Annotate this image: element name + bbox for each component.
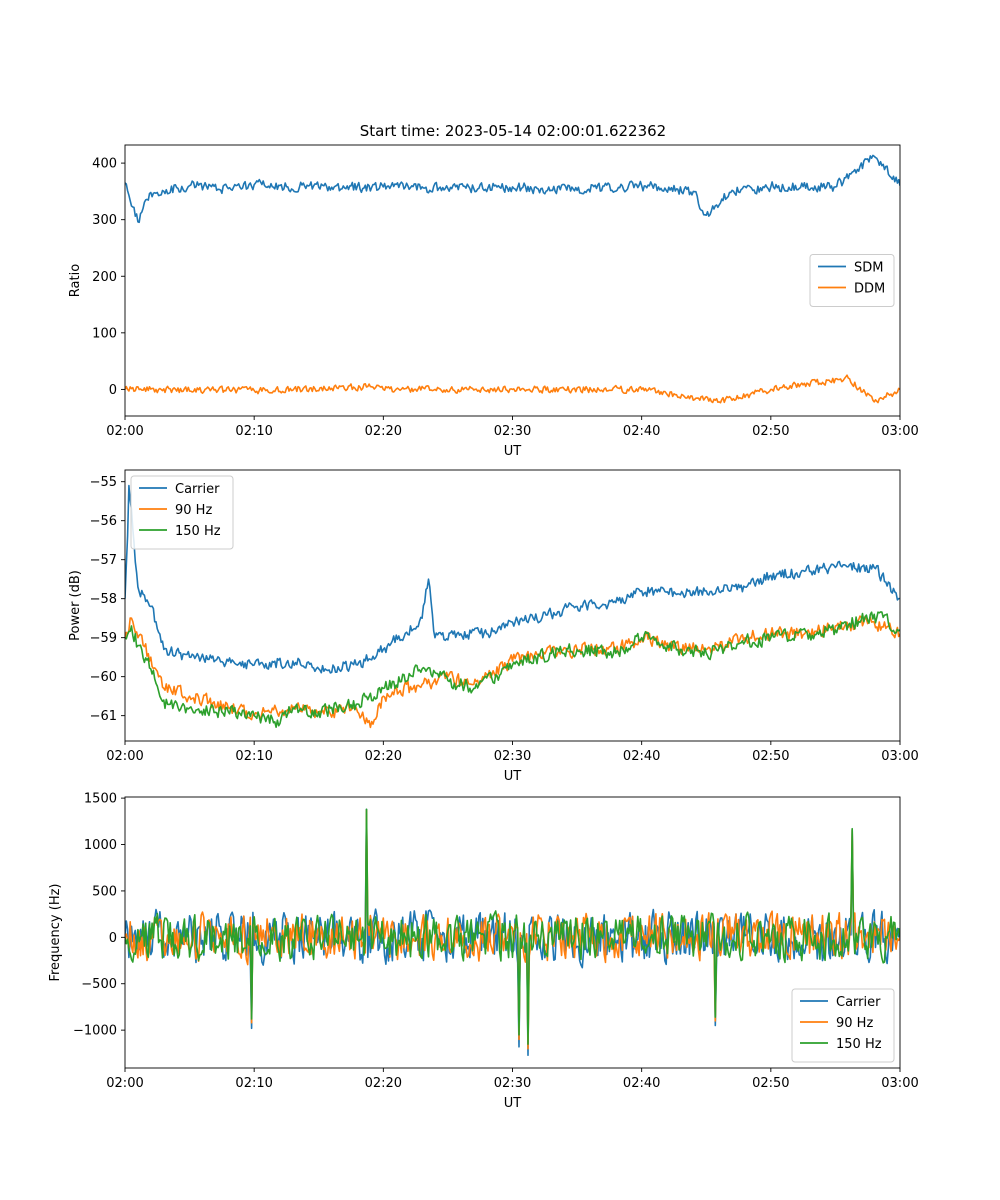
y-tick-label: 200 — [92, 270, 117, 285]
x-tick-label: 02:40 — [623, 749, 660, 764]
legend-label: 90 Hz — [836, 1016, 873, 1031]
x-tick-label: 02:30 — [494, 424, 531, 439]
y-tick-label: 0 — [109, 383, 117, 398]
axes-frame — [124, 144, 901, 417]
x-tick-label: 02:10 — [235, 749, 272, 764]
x-tick-label: 02:20 — [365, 424, 402, 439]
x-tick-label: 02:10 — [235, 1076, 272, 1091]
figure-title: Start time: 2023-05-14 02:00:01.622362 — [360, 122, 666, 140]
plot-area — [125, 154, 900, 404]
x-tick-label: 02:20 — [365, 749, 402, 764]
legend: Carrier 90 Hz 150 Hz — [130, 475, 234, 550]
series-line-150-hz — [125, 611, 900, 728]
series-line-150-hz — [125, 808, 900, 1045]
series-line-sdm — [125, 154, 900, 224]
subplot-1: 02:00 02:10 02:20 02:30 02:40 02:50 03:00 0 100 2… — [68, 144, 919, 459]
y-tick-label: −55 — [90, 475, 117, 490]
x-tick-label: 02:00 — [106, 424, 143, 439]
legend: SDM DDM — [809, 254, 895, 307]
y-axis-label: Frequency (Hz) — [48, 883, 63, 981]
subplot-2: 02:00 02:10 02:20 02:30 02:40 02:50 03:00 −61 −6… — [68, 469, 919, 784]
x-tick-label: 02:20 — [365, 1076, 402, 1091]
x-tick-label: 02:50 — [752, 1076, 789, 1091]
x-axis-label: UT — [504, 769, 522, 784]
legend-label: 90 Hz — [175, 503, 212, 518]
legend-label: DDM — [854, 282, 885, 297]
y-tick-label: 500 — [92, 884, 117, 899]
x-tick-label: 02:00 — [106, 749, 143, 764]
legend-label: 150 Hz — [836, 1037, 882, 1052]
y-tick-label: 1000 — [84, 838, 117, 853]
series-line-ddm — [125, 374, 900, 404]
y-tick-label: 400 — [92, 157, 117, 172]
y-tick-label: 1500 — [84, 792, 117, 807]
y-tick-label: −57 — [90, 553, 117, 568]
y-tick-label: −59 — [90, 631, 117, 646]
y-tick-label: 0 — [109, 931, 117, 946]
series-line-carrier — [125, 484, 900, 674]
x-tick-label: 02:30 — [494, 1076, 531, 1091]
x-tick-label: 02:30 — [494, 749, 531, 764]
x-tick-label: 02:40 — [623, 424, 660, 439]
legend-label: SDM — [854, 261, 883, 276]
y-tick-label: −61 — [90, 709, 117, 724]
y-tick-label: 100 — [92, 326, 117, 341]
x-tick-label: 02:50 — [752, 749, 789, 764]
series-line-90-hz — [125, 615, 900, 729]
plot-area — [125, 808, 900, 1056]
y-tick-label: 300 — [92, 213, 117, 228]
x-tick-label: 02:10 — [235, 424, 272, 439]
y-tick-label: −58 — [90, 592, 117, 607]
x-tick-label: 03:00 — [881, 424, 918, 439]
plot-area — [125, 484, 900, 729]
x-axis-label: UT — [504, 444, 522, 459]
x-tick-label: 03:00 — [881, 1076, 918, 1091]
y-axis-label: Ratio — [68, 264, 83, 297]
legend-label: Carrier — [836, 995, 881, 1010]
legend-label: Carrier — [175, 482, 220, 497]
axes-frame — [124, 469, 901, 742]
x-tick-label: 03:00 — [881, 749, 918, 764]
legend-label: 150 Hz — [175, 524, 221, 539]
x-tick-label: 02:40 — [623, 1076, 660, 1091]
x-tick-label: 02:50 — [752, 424, 789, 439]
subplot-3: 02:00 02:10 02:20 02:30 02:40 02:50 03:00 −1000… — [48, 792, 919, 1111]
y-tick-label: −56 — [90, 514, 117, 529]
y-tick-label: −500 — [81, 977, 117, 992]
y-tick-label: −60 — [90, 670, 117, 685]
x-tick-label: 02:00 — [106, 1076, 143, 1091]
legend: Carrier 90 Hz 150 Hz — [791, 988, 895, 1063]
y-tick-label: −1000 — [73, 1024, 117, 1039]
x-axis-label: UT — [504, 1096, 522, 1111]
y-axis-label: Power (dB) — [68, 570, 83, 641]
subplots: 02:00 02:10 02:20 02:30 02:40 02:50 03:00 0 100 2… — [48, 144, 919, 1111]
